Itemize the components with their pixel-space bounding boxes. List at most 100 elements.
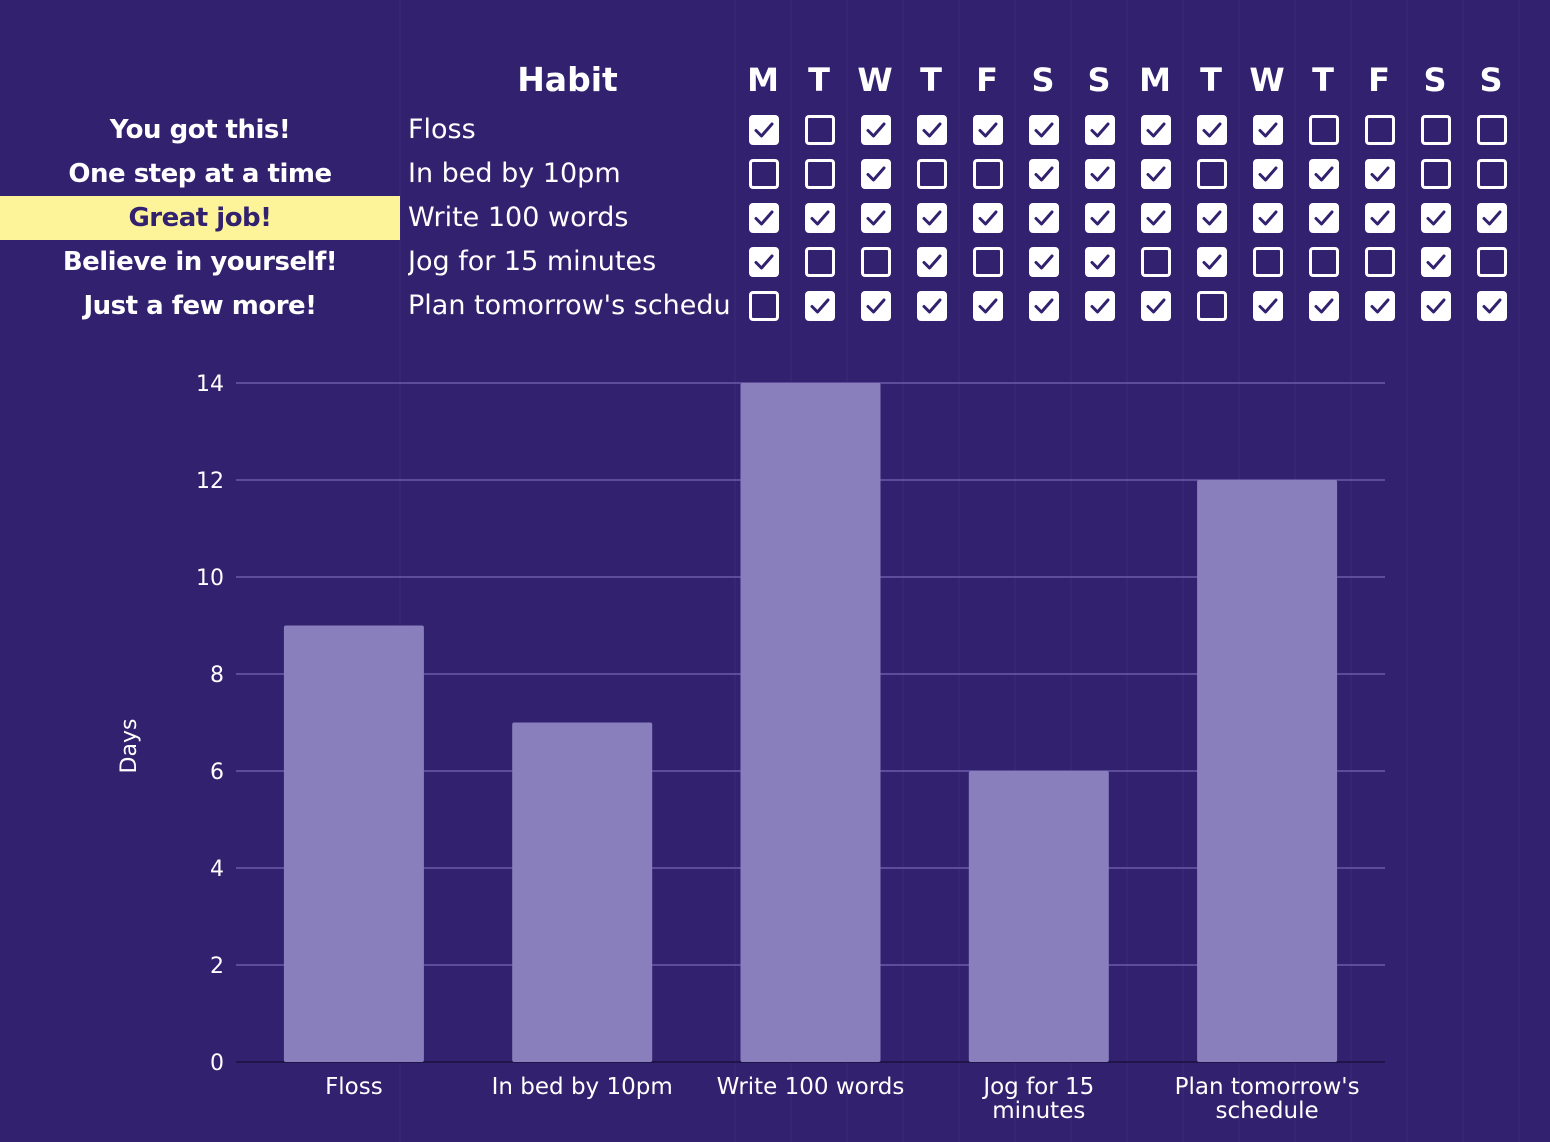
habit-name-cell: Plan tomorrow's schedule (408, 290, 733, 321)
checkbox-checked[interactable] (1197, 247, 1227, 277)
check-mark-icon (1146, 298, 1166, 314)
checkbox-checked[interactable] (1365, 159, 1395, 189)
checkbox-checked[interactable] (1197, 115, 1227, 145)
checkbox-unchecked[interactable] (1365, 247, 1395, 277)
checkbox-unchecked[interactable] (1309, 115, 1339, 145)
check-mark-icon (1482, 298, 1502, 314)
checkbox-checked[interactable] (861, 203, 891, 233)
checkbox-unchecked[interactable] (861, 247, 891, 277)
checkbox-checked[interactable] (1141, 115, 1171, 145)
checkbox-unchecked[interactable] (1477, 247, 1507, 277)
checkbox-checked[interactable] (1085, 159, 1115, 189)
checkbox-checked[interactable] (805, 291, 835, 321)
x-category-label: minutes (992, 1098, 1085, 1124)
checkbox-unchecked[interactable] (1477, 159, 1507, 189)
checkbox-checked[interactable] (1085, 115, 1115, 145)
day-header-14: S (1479, 61, 1503, 99)
check-mark-icon (1034, 210, 1054, 226)
bar-5 (1197, 480, 1338, 1062)
checkbox-checked[interactable] (805, 203, 835, 233)
checkbox-checked[interactable] (973, 291, 1003, 321)
check-mark-icon (866, 122, 886, 138)
motto-cell: You got this! (109, 115, 291, 145)
check-mark-icon (1090, 254, 1110, 270)
checkbox-checked[interactable] (1477, 203, 1507, 233)
check-mark-icon (978, 298, 998, 314)
checkbox-unchecked[interactable] (1309, 247, 1339, 277)
checkbox-unchecked[interactable] (805, 159, 835, 189)
checkbox-checked[interactable] (1309, 291, 1339, 321)
checkbox-checked[interactable] (973, 115, 1003, 145)
y-axis-title: Days (117, 719, 142, 774)
checkbox-checked[interactable] (917, 291, 947, 321)
checkbox-checked[interactable] (861, 115, 891, 145)
checkbox-unchecked[interactable] (1421, 159, 1451, 189)
checkbox-checked[interactable] (1421, 203, 1451, 233)
check-mark-icon (1426, 254, 1446, 270)
checkbox-unchecked[interactable] (1421, 115, 1451, 145)
check-mark-icon (866, 210, 886, 226)
checkbox-unchecked[interactable] (1365, 115, 1395, 145)
checkbox-checked[interactable] (973, 203, 1003, 233)
checkbox-checked[interactable] (917, 115, 947, 145)
check-mark-icon (1370, 298, 1390, 314)
checkbox-unchecked[interactable] (749, 159, 779, 189)
checkbox-checked[interactable] (1029, 247, 1059, 277)
checkbox-unchecked[interactable] (1141, 247, 1171, 277)
check-mark-icon (1314, 298, 1334, 314)
y-tick-label: 2 (210, 954, 224, 979)
checkbox-unchecked[interactable] (1197, 159, 1227, 189)
habit-name-cell: Jog for 15 minutes (408, 246, 657, 277)
checkbox-checked[interactable] (861, 291, 891, 321)
checkbox-checked[interactable] (1197, 203, 1227, 233)
check-mark-icon (866, 166, 886, 182)
checkbox-checked[interactable] (1421, 247, 1451, 277)
checkbox-checked[interactable] (1309, 203, 1339, 233)
checkbox-checked[interactable] (1141, 291, 1171, 321)
day-header-9: T (1200, 61, 1222, 99)
checkbox-checked[interactable] (1029, 159, 1059, 189)
checkbox-checked[interactable] (1253, 291, 1283, 321)
checkbox-checked[interactable] (1253, 159, 1283, 189)
checkbox-checked[interactable] (917, 247, 947, 277)
y-tick-label: 0 (210, 1051, 224, 1076)
checkbox-unchecked[interactable] (1253, 247, 1283, 277)
check-mark-icon (810, 210, 830, 226)
checkbox-checked[interactable] (917, 203, 947, 233)
checkbox-checked[interactable] (1029, 291, 1059, 321)
checkbox-checked[interactable] (861, 159, 891, 189)
checkbox-unchecked[interactable] (1197, 291, 1227, 321)
checkbox-unchecked[interactable] (805, 247, 835, 277)
checkbox-unchecked[interactable] (917, 159, 947, 189)
check-mark-icon (1482, 210, 1502, 226)
checkbox-unchecked[interactable] (1477, 115, 1507, 145)
checkbox-checked[interactable] (1365, 291, 1395, 321)
checkbox-checked[interactable] (1309, 159, 1339, 189)
checkbox-checked[interactable] (1085, 291, 1115, 321)
checkbox-unchecked[interactable] (749, 291, 779, 321)
checkbox-unchecked[interactable] (805, 115, 835, 145)
checkbox-checked[interactable] (749, 115, 779, 145)
checkbox-checked[interactable] (1141, 159, 1171, 189)
day-header-12: F (1368, 61, 1390, 99)
y-tick-label: 12 (196, 469, 224, 494)
checkbox-checked[interactable] (1029, 203, 1059, 233)
checkbox-checked[interactable] (1085, 247, 1115, 277)
checkbox-checked[interactable] (1085, 203, 1115, 233)
day-header-3: W (857, 61, 893, 99)
checkbox-checked[interactable] (1141, 203, 1171, 233)
bar-2 (512, 722, 653, 1062)
check-mark-icon (1034, 254, 1054, 270)
checkbox-checked[interactable] (1365, 203, 1395, 233)
motto-cell: Just a few more! (83, 291, 317, 321)
checkbox-checked[interactable] (749, 247, 779, 277)
checkbox-checked[interactable] (1253, 115, 1283, 145)
checkbox-checked[interactable] (1421, 291, 1451, 321)
checkbox-unchecked[interactable] (973, 159, 1003, 189)
checkbox-unchecked[interactable] (973, 247, 1003, 277)
checkbox-checked[interactable] (1029, 115, 1059, 145)
checkbox-checked[interactable] (749, 203, 779, 233)
checkbox-checked[interactable] (1253, 203, 1283, 233)
checkbox-checked[interactable] (1477, 291, 1507, 321)
x-category-label: Write 100 words (717, 1074, 905, 1100)
